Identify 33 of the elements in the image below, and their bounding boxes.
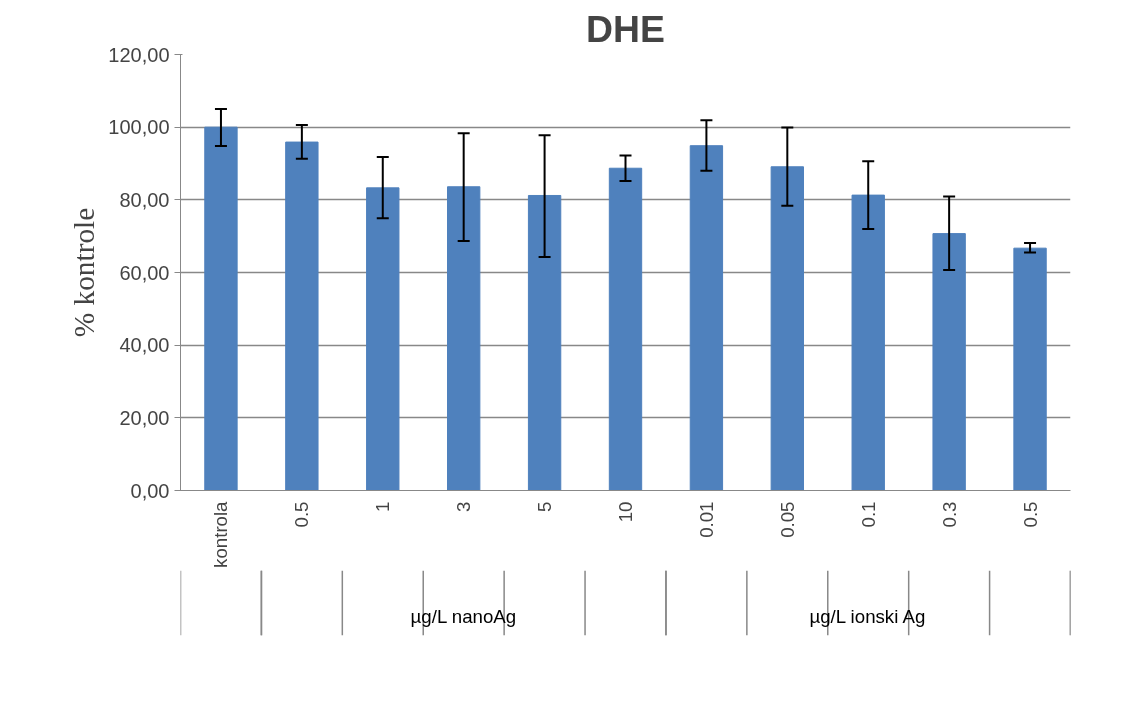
x-tick-label: 0.05 xyxy=(776,501,798,538)
bar xyxy=(1013,247,1047,491)
y-axis-title: % kontrole xyxy=(68,207,101,338)
x-tick-label: 0.3 xyxy=(938,501,960,528)
bar xyxy=(770,166,804,491)
bar xyxy=(527,194,562,491)
bar xyxy=(285,141,319,491)
bar xyxy=(851,194,885,491)
y-tick-label: 80,00 xyxy=(119,188,170,211)
bar xyxy=(608,167,643,491)
y-tick-label: 0,00 xyxy=(130,479,170,502)
text: µg/L ionski Ag xyxy=(809,605,926,627)
x-tick-label: 0.01 xyxy=(695,501,717,538)
y-tick-label: 40,00 xyxy=(119,334,170,357)
x-tick-label: 0.1 xyxy=(857,501,879,528)
chart-title: DHE xyxy=(586,7,665,50)
x-tick-label: kontrola xyxy=(210,500,232,568)
bar xyxy=(447,186,481,491)
text: µg/L nanoAg xyxy=(410,605,517,627)
y-tick-label: 20,00 xyxy=(119,406,170,429)
bar xyxy=(932,233,966,491)
y-tick-label: 60,00 xyxy=(119,261,170,284)
y-tick-label: 100,00 xyxy=(108,116,170,139)
x-tick-label: 5 xyxy=(534,501,556,512)
bar xyxy=(204,126,238,491)
y-tick-label: 120,00 xyxy=(108,43,170,66)
x-tick-label: 3 xyxy=(453,501,475,512)
x-tick-label: 10 xyxy=(615,501,636,523)
x-tick-label: 0.5 xyxy=(1019,501,1041,528)
bar xyxy=(366,187,400,491)
x-tick-label: 0.5 xyxy=(291,501,313,528)
bar xyxy=(689,145,724,491)
x-tick-label: 1 xyxy=(372,501,394,512)
